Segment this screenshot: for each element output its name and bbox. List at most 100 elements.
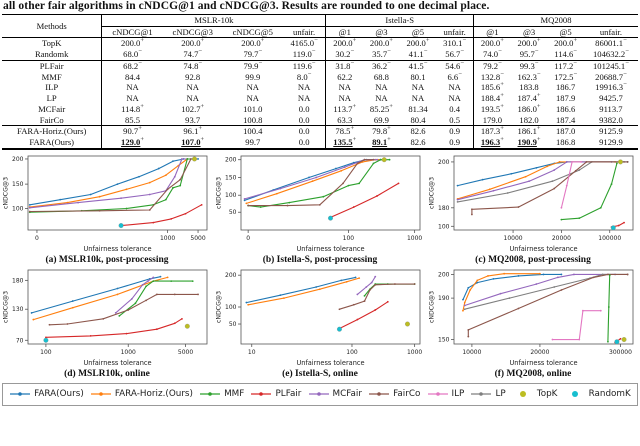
result-cell: 90.7+ xyxy=(101,126,163,138)
result-cell: 99.9 xyxy=(245,71,261,82)
result-cell: 79.2− xyxy=(473,60,511,72)
method-name: Randomk xyxy=(2,49,102,61)
result-cell: 200.0+ xyxy=(325,38,364,50)
result-cell: 186.8 xyxy=(555,137,576,148)
result-cell: 129.0+ xyxy=(101,136,163,149)
chart-row-top: 100 150 200 0 1000 5000 cNDCG@3 Unfairness tole… xyxy=(0,153,640,267)
series-line-mcfair xyxy=(464,273,616,306)
result-cell: NA xyxy=(101,82,163,94)
series-line-mcfair xyxy=(244,158,378,200)
series-line-fairco xyxy=(48,293,199,326)
svg-text:0: 0 xyxy=(35,235,39,242)
svg-text:5000: 5000 xyxy=(178,349,193,356)
y-axis-label: cNDCG@3 xyxy=(215,291,223,323)
table-row: MCFair 114.8+ 102.7+ 101.0 0.0 113.7+ 85.25+ 81… xyxy=(2,103,638,115)
table-row: ILP NA NA NA NA NA NA NA NA 185.6+ 183.8 186.7 19916… xyxy=(2,82,638,94)
result-cell: 84.4 xyxy=(101,71,163,83)
result-cell: NA xyxy=(101,93,163,104)
legend-item-mmf: MMF xyxy=(199,389,244,399)
col-header-methods: Methods xyxy=(2,14,102,39)
result-cell: 69.9 xyxy=(363,114,400,127)
result-cell: 9129.9 xyxy=(599,137,623,148)
legend-item-mcfair: MCFair xyxy=(308,389,362,399)
legend-item-fairco: FairCo xyxy=(368,389,420,399)
legend-label: FairCo xyxy=(393,389,421,400)
svg-text:1000: 1000 xyxy=(407,235,422,242)
y-axis-label: cNDCG@3 xyxy=(2,177,10,209)
result-cell: 62.2 xyxy=(325,71,364,83)
chart-f-plot: 150 190 200 10000 20000 300000 cNDCG@3 Unfairne… xyxy=(428,269,634,367)
svg-text:100: 100 xyxy=(12,205,24,212)
legend-label: FARA(Ours) xyxy=(34,389,84,400)
result-cell: 89.1+ xyxy=(372,136,391,148)
x-axis-label: Unfairness tolerance xyxy=(296,359,364,367)
result-cell: 104632.2− xyxy=(583,49,638,61)
col-header: cNDCG@1 xyxy=(101,26,163,39)
result-cell: 68.0− xyxy=(101,49,163,61)
svg-text:1000: 1000 xyxy=(121,349,136,356)
x-axis-label: Unfairness tolerance xyxy=(83,359,151,367)
chart-panel-a: 100 150 200 0 1000 5000 cNDCG@3 Unfairness tole… xyxy=(1,153,213,267)
result-cell: 36.2− xyxy=(372,60,391,71)
y-axis-label: cNDCG@3 xyxy=(215,177,223,209)
col-header: unfair. xyxy=(583,26,638,39)
legend-swatch-lp xyxy=(471,392,492,397)
table-row: PLFair 68.2− 74.8− 79.9− 119.6− 31.8− 36.2− 41.… xyxy=(2,60,638,72)
svg-text:100: 100 xyxy=(40,349,52,356)
col-group-istella-s: Istella-S xyxy=(325,14,474,27)
svg-text:100: 100 xyxy=(438,223,450,230)
marker-randomk xyxy=(610,225,616,231)
result-cell: 68.2− xyxy=(101,60,163,72)
col-header: @1 xyxy=(473,26,511,39)
result-cell: 101.0 xyxy=(243,103,263,114)
method-name: LP xyxy=(46,93,57,104)
col-header: cNDCG@3 xyxy=(162,26,223,39)
x-axis-label: Unfairness tolerance xyxy=(509,245,577,253)
result-cell: 4165.0− xyxy=(290,37,318,49)
table-row: FARA(Ours) 129.0+ 107.0+ 99.7 0.0 135.5+ 89.1+… xyxy=(2,136,638,149)
result-cell: 100.8 xyxy=(222,114,283,127)
svg-text:1000: 1000 xyxy=(407,349,422,356)
legend-swatch-ilp xyxy=(427,392,448,397)
legend-item-fara-horiz: FARA-Horiz.(Ours) xyxy=(90,389,193,399)
y-axis-label: cNDCG@3 xyxy=(428,177,436,209)
result-cell: 114.8+ xyxy=(101,103,163,115)
chart-e-plot: 50 100 200 10 100 1000 cNDCG@3 Unfairness toler… xyxy=(215,269,422,367)
result-cell: 119.6− xyxy=(292,60,316,71)
result-cell: 0.9 xyxy=(449,137,461,148)
result-cell: 187.9 xyxy=(555,93,576,104)
svg-text:10000: 10000 xyxy=(462,349,481,356)
result-cell: 68.8 xyxy=(373,71,389,82)
table-caption: all other fair algorithms in cNDCG@1 and… xyxy=(3,0,490,12)
result-cell: 200.0+ xyxy=(554,37,578,49)
col-group-mq2008: MQ2008 xyxy=(473,14,638,27)
legend-swatch-fara-horiz xyxy=(90,392,111,397)
series-line-fara xyxy=(244,158,382,201)
chart-b-plot: 50 100 150 200 0 100 1000 cNDCG@3 Unfairness tol… xyxy=(215,155,422,253)
series-line-fara xyxy=(29,158,199,206)
method-name: TopK xyxy=(41,38,62,49)
svg-text:150: 150 xyxy=(438,336,450,343)
legend-swatch-topk xyxy=(519,391,526,398)
result-cell: 0.4 xyxy=(449,103,461,114)
figure: 100 150 200 0 1000 5000 cNDCG@3 Unfairness tole… xyxy=(0,153,640,406)
result-cell: 93.7 xyxy=(162,114,223,127)
result-cell: 188.4+ xyxy=(473,93,511,104)
result-cell: 0.0 xyxy=(298,137,310,148)
result-cell: NA xyxy=(375,82,388,93)
result-cell: NA xyxy=(375,93,388,104)
series-line-plfair xyxy=(329,182,400,218)
result-cell: 193.5+ xyxy=(473,103,511,115)
result-cell: 63.3 xyxy=(325,114,364,127)
svg-text:200: 200 xyxy=(225,272,237,279)
svg-text:100: 100 xyxy=(343,235,355,242)
result-cell: 183.8 xyxy=(519,82,539,93)
legend-swatch-mmf xyxy=(200,392,221,397)
marker-topk xyxy=(184,323,190,329)
result-cell: 186.7 xyxy=(555,82,576,93)
result-cell: 20688.7− xyxy=(595,70,627,82)
marker-topk xyxy=(381,157,387,162)
result-cell: 41.5− xyxy=(408,60,428,71)
svg-text:150: 150 xyxy=(225,174,237,181)
